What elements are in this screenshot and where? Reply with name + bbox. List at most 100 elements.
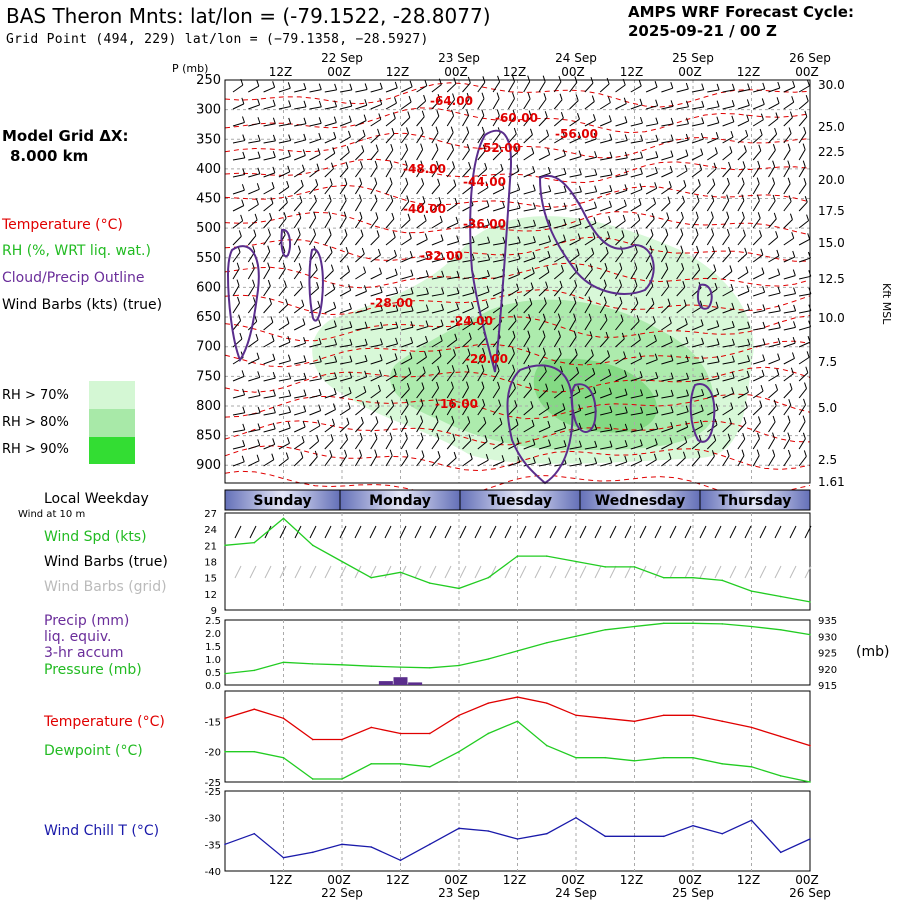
wind-barb (584, 355, 594, 365)
wind-barb (798, 257, 811, 263)
wind-barb (615, 236, 625, 246)
wind-barb-flag (390, 194, 394, 202)
wind-barb (569, 336, 577, 348)
wind-barb (416, 149, 424, 161)
wind-barb (569, 254, 580, 263)
wind-barb-flag (533, 219, 536, 227)
wind-barb-flag (654, 166, 658, 174)
surface-wind-barb (279, 525, 287, 539)
wind-barb-flag (760, 384, 764, 392)
temperature-contour-label: -56.00 (555, 127, 598, 141)
wind-barb (507, 370, 516, 382)
wind-barb-flag (546, 402, 550, 409)
wind-barb (722, 361, 735, 365)
wind-barb (783, 256, 795, 263)
wind-barb (431, 355, 442, 365)
wind-barb-flag (253, 229, 257, 236)
wind-barb-flag (562, 130, 566, 138)
wind-barb (538, 172, 551, 178)
windchill-line-point (341, 843, 343, 846)
wind-barb (400, 133, 409, 144)
wind-barb-flag (468, 332, 472, 339)
wind-barb (416, 456, 425, 467)
wind-barb (247, 235, 257, 246)
wind-barb-flag (592, 232, 596, 239)
cross-section-frame (224, 79, 811, 484)
height-kft-tick-label: 17.5 (818, 204, 845, 218)
wind-barb (676, 286, 686, 297)
pressure-line-point (662, 622, 665, 625)
bottom-date-label: 23 Sep (438, 886, 480, 900)
wind-barb (554, 427, 566, 433)
wind-barb (232, 429, 245, 433)
wind-barb-flag (482, 76, 486, 83)
temperature-contour-label: -52.00 (478, 141, 521, 155)
wind-barb-flag (288, 406, 292, 413)
wind-barb-flag (241, 199, 245, 206)
wind-barb (324, 122, 337, 127)
wind-barb (339, 289, 351, 297)
wind-barb-flag (406, 127, 409, 134)
wind-barb-flag (787, 415, 791, 422)
temperature-line-point (779, 735, 782, 738)
wind-barb (355, 272, 366, 280)
wind-barb (752, 375, 765, 382)
wind-barb (278, 218, 287, 229)
wind-barb-flag (405, 177, 409, 185)
wind-barb-flag (252, 297, 256, 304)
wind-barb (324, 361, 337, 365)
wind-barb-flag (730, 283, 734, 291)
wind-barb (615, 445, 628, 450)
wind-barb (477, 337, 487, 348)
wind-barb (492, 81, 500, 93)
wind-barb-flag (452, 161, 455, 168)
wind-barb (691, 394, 704, 399)
pressure-tick-label: 350 (196, 132, 221, 147)
wind-barb (615, 84, 626, 93)
wind-barb (446, 203, 458, 212)
wind-barb-flag (563, 421, 567, 429)
wind-barb-flag (634, 245, 638, 253)
wind-barb (523, 370, 531, 382)
wind-barb-flag (639, 371, 643, 378)
wind-barb (431, 115, 440, 127)
wind-barb (508, 133, 517, 144)
wind-barb (753, 291, 765, 297)
wind-barb (324, 200, 332, 212)
wind-barb (462, 323, 473, 331)
wind-barb (660, 251, 668, 263)
wind-barb (248, 104, 260, 110)
wind-barb (722, 289, 734, 297)
wind-barb-flag (420, 126, 424, 134)
wind-barb (477, 459, 489, 467)
wind-barb (676, 106, 689, 110)
wind-barb-flag (578, 131, 581, 139)
wind-barb-flag (532, 166, 536, 173)
wind-barb (385, 274, 398, 280)
wind-barb-flag (730, 130, 734, 138)
wind-barb (293, 268, 302, 280)
dewpoint-line-point (341, 778, 343, 780)
wind-barb-flag (777, 304, 781, 311)
wind-barb-flag (731, 338, 735, 346)
wind-barb-flag (655, 151, 659, 158)
wind-barb (630, 157, 643, 161)
wind-barb (691, 169, 702, 178)
wind-barb-flag (328, 228, 332, 235)
wind-barb-flag (502, 219, 506, 226)
wind-speed-line-point (779, 595, 782, 598)
wind-barb-flag (389, 160, 393, 167)
top-time-label: 00Z (678, 65, 702, 79)
wind-barb (737, 235, 746, 246)
wind-barb (645, 105, 658, 110)
wind-barb (737, 167, 746, 178)
wind-barb-flag (542, 330, 546, 337)
wind-barb-flag (639, 352, 642, 359)
surface-wind-barb-grid (579, 565, 587, 579)
wind-barb-flag (332, 283, 336, 290)
wind-barb-flag (577, 113, 580, 120)
wind-barb-flag (409, 251, 413, 258)
wind-barb (232, 252, 241, 263)
wind-barb (569, 156, 582, 161)
wind-barb-flag (333, 301, 337, 309)
